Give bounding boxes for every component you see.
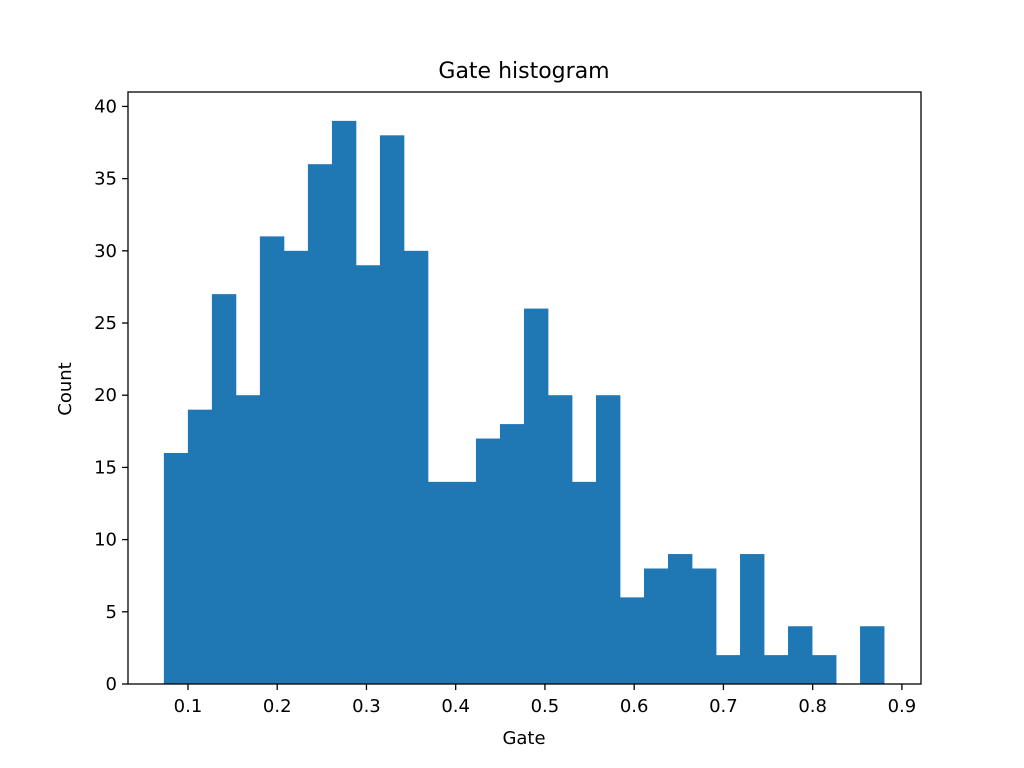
histogram-bar [403,250,429,684]
y-tick-label: 0 [106,674,117,695]
x-tick-label: 0.9 [888,696,917,717]
histogram-bar [499,424,525,684]
x-tick-label: 0.2 [263,696,292,717]
histogram-bar [163,452,189,684]
y-tick-label: 15 [94,457,117,478]
histogram-bar [571,481,597,684]
histogram-bar [860,626,885,684]
histogram-bar [547,395,573,684]
y-axis-label: Count [55,362,76,415]
x-axis-ticks: 0.1 0.2 0.3 0.4 0.5 0.6 0.7 0.8 0.9 [174,684,917,717]
x-tick-label: 0.1 [174,696,203,717]
plot-frame [127,91,922,685]
histogram-bar [764,655,789,684]
x-tick-label: 0.3 [352,696,381,717]
histogram-bar [259,236,285,684]
histogram-bar [812,655,837,684]
x-axis-label: Gate [502,728,545,749]
x-tick-label: 0.6 [620,696,649,717]
y-tick-label: 20 [94,385,117,406]
histogram-bar [427,481,453,684]
histogram-bar [619,597,645,684]
y-tick-label: 35 [94,169,117,190]
histogram-bar [740,554,765,684]
x-tick-label: 0.7 [709,696,738,717]
histogram-bar [716,655,741,684]
histogram-bar [788,626,813,684]
histogram-bar [523,308,549,684]
histogram-bar [692,568,717,684]
x-tick-label: 0.4 [441,696,470,717]
histogram-bar [595,395,621,684]
y-tick-label: 10 [94,530,117,551]
y-tick-label: 40 [94,96,117,117]
histogram-bar [475,438,501,684]
histogram-bar [187,409,213,684]
histogram-bar [643,568,669,684]
y-tick-label: 5 [106,602,117,623]
histogram-bar [211,294,237,684]
y-tick-label: 25 [94,313,117,334]
x-tick-label: 0.5 [531,696,560,717]
chart-title: Gate histogram [438,59,609,84]
histogram-bar [451,481,477,684]
histogram-bar [355,265,381,684]
histogram-bar [235,395,261,684]
y-tick-label: 30 [94,241,117,262]
bars-group [163,120,885,684]
y-axis-ticks: 0 5 10 15 20 25 30 35 40 [94,96,128,695]
x-tick-label: 0.8 [798,696,827,717]
histogram-bar [283,250,309,684]
histogram-bar [331,120,357,684]
histogram-bar [379,135,405,684]
histogram-bar [668,554,693,684]
histogram-bar [307,164,333,684]
